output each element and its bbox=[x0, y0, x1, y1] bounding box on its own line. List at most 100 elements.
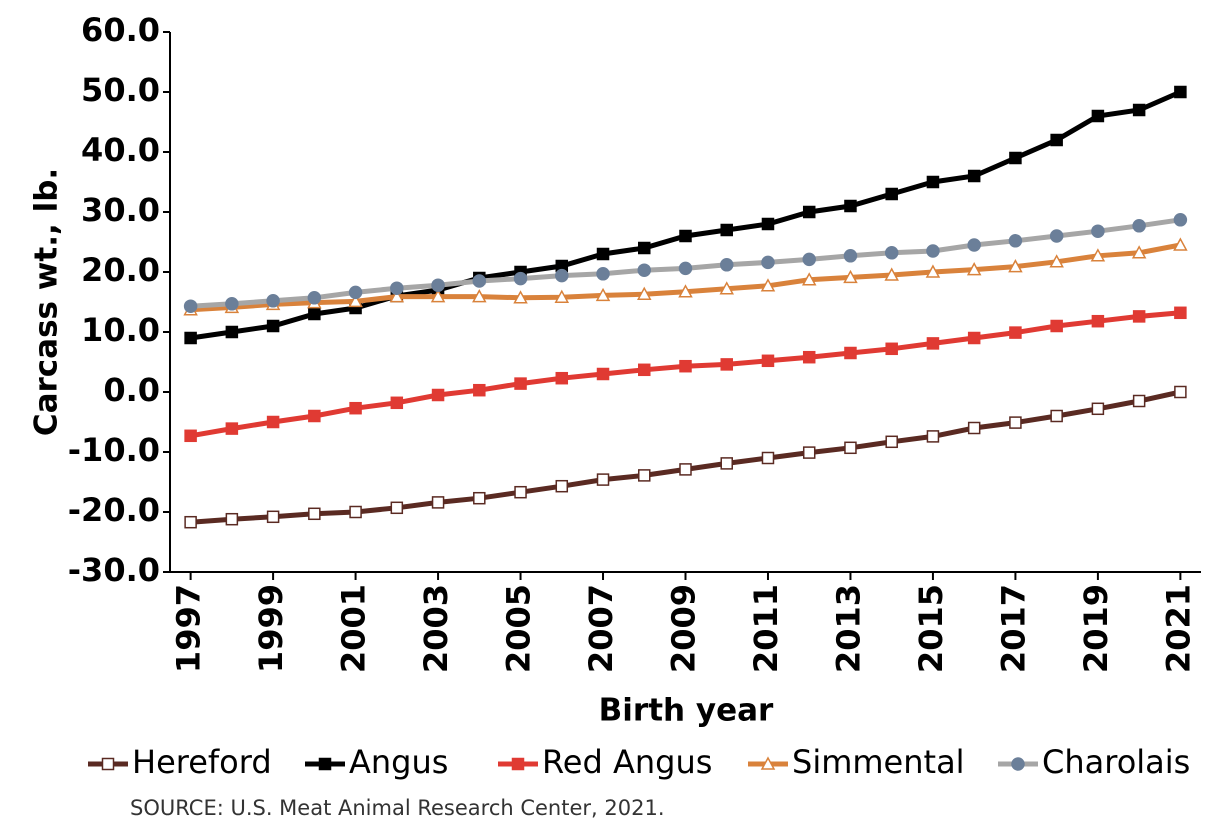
y-tick-label: 50.0 bbox=[81, 71, 160, 109]
data-point bbox=[1132, 219, 1146, 233]
data-point bbox=[678, 261, 693, 276]
data-point bbox=[555, 479, 569, 493]
data-point bbox=[1174, 306, 1187, 320]
data-point bbox=[884, 246, 899, 260]
data-point bbox=[844, 441, 857, 455]
data-point bbox=[184, 429, 197, 443]
x-axis-label: Birth year bbox=[599, 693, 774, 729]
data-point bbox=[1050, 319, 1063, 333]
data-point bbox=[184, 331, 197, 345]
x-tick-label: 1997 bbox=[170, 584, 208, 673]
data-point bbox=[801, 272, 817, 286]
data-point bbox=[514, 377, 527, 390]
y-tick-label: -20.0 bbox=[68, 491, 160, 529]
data-point bbox=[225, 325, 239, 339]
data-point bbox=[596, 473, 610, 486]
data-point bbox=[719, 281, 735, 295]
x-tick-label: 2017 bbox=[994, 584, 1032, 673]
legend-marker bbox=[101, 757, 115, 771]
legend-label: Simmental bbox=[792, 743, 965, 781]
data-point bbox=[926, 337, 940, 350]
data-point bbox=[266, 294, 280, 308]
legend-label: Angus bbox=[349, 743, 448, 781]
data-point bbox=[430, 289, 446, 303]
x-tick-label: 2001 bbox=[335, 584, 373, 673]
data-point bbox=[555, 268, 569, 283]
y-tick-label: 10.0 bbox=[81, 311, 160, 349]
data-point bbox=[926, 244, 940, 258]
data-point bbox=[638, 363, 651, 377]
data-point bbox=[1174, 385, 1187, 399]
data-point bbox=[390, 396, 404, 410]
y-tick-label: 20.0 bbox=[81, 251, 160, 289]
y-tick-label: 0.0 bbox=[103, 371, 160, 409]
data-point bbox=[679, 359, 692, 373]
data-point bbox=[431, 388, 445, 402]
data-point bbox=[1009, 416, 1022, 429]
data-point bbox=[967, 421, 981, 435]
data-point bbox=[719, 258, 734, 272]
data-point bbox=[473, 491, 486, 505]
data-point bbox=[1131, 245, 1147, 259]
data-point bbox=[884, 267, 899, 281]
source-note: SOURCE: U.S. Meat Animal Research Center… bbox=[130, 796, 665, 820]
data-point bbox=[349, 505, 362, 519]
y-tick-label: 30.0 bbox=[81, 191, 160, 229]
data-point bbox=[266, 510, 280, 524]
data-point bbox=[1008, 259, 1023, 273]
data-point bbox=[390, 281, 404, 295]
y-tick-label: 60.0 bbox=[81, 11, 160, 49]
data-point bbox=[555, 371, 569, 385]
data-point bbox=[720, 358, 733, 371]
legend-label: Hereford bbox=[132, 743, 272, 781]
data-point bbox=[473, 383, 486, 397]
data-point bbox=[348, 293, 363, 308]
data-point bbox=[308, 307, 321, 321]
data-point bbox=[513, 290, 528, 304]
data-point bbox=[967, 169, 981, 183]
y-tick-label: -10.0 bbox=[68, 431, 160, 469]
data-point bbox=[844, 199, 857, 213]
data-point bbox=[225, 422, 239, 435]
y-axis-label: Carcass wt., lb. bbox=[29, 168, 65, 436]
data-point bbox=[307, 291, 322, 305]
x-tick-label: 1999 bbox=[252, 584, 290, 673]
data-point bbox=[678, 284, 693, 298]
data-point bbox=[637, 263, 652, 277]
data-point bbox=[348, 285, 363, 300]
data-point bbox=[595, 287, 611, 302]
y-tick-label: -30.0 bbox=[68, 551, 160, 589]
data-point bbox=[1050, 409, 1063, 423]
data-point bbox=[1091, 109, 1105, 123]
data-point bbox=[266, 319, 280, 333]
legend-marker bbox=[1011, 757, 1025, 771]
data-point bbox=[1050, 133, 1063, 147]
x-tick-label: 2003 bbox=[417, 584, 455, 673]
data-point bbox=[761, 255, 775, 270]
data-point bbox=[1091, 402, 1105, 416]
data-point bbox=[225, 512, 239, 526]
data-point bbox=[1090, 248, 1106, 262]
data-point bbox=[679, 229, 692, 243]
data-point bbox=[802, 446, 816, 459]
x-tick-label: 2015 bbox=[912, 584, 950, 673]
data-point bbox=[1049, 254, 1064, 268]
data-point bbox=[760, 278, 776, 292]
y-tick-label: 40.0 bbox=[81, 131, 160, 169]
data-point bbox=[431, 278, 445, 292]
data-point bbox=[885, 435, 898, 449]
data-point bbox=[925, 264, 941, 278]
data-point bbox=[967, 331, 981, 345]
data-point bbox=[638, 241, 651, 255]
data-point bbox=[513, 271, 528, 286]
data-point bbox=[1008, 234, 1023, 248]
data-point bbox=[514, 485, 527, 499]
data-point bbox=[596, 367, 610, 381]
data-point bbox=[843, 249, 858, 263]
data-point bbox=[1174, 85, 1187, 99]
data-point bbox=[1009, 326, 1022, 339]
data-point bbox=[802, 350, 816, 364]
data-point bbox=[472, 274, 487, 288]
data-point bbox=[389, 289, 405, 303]
